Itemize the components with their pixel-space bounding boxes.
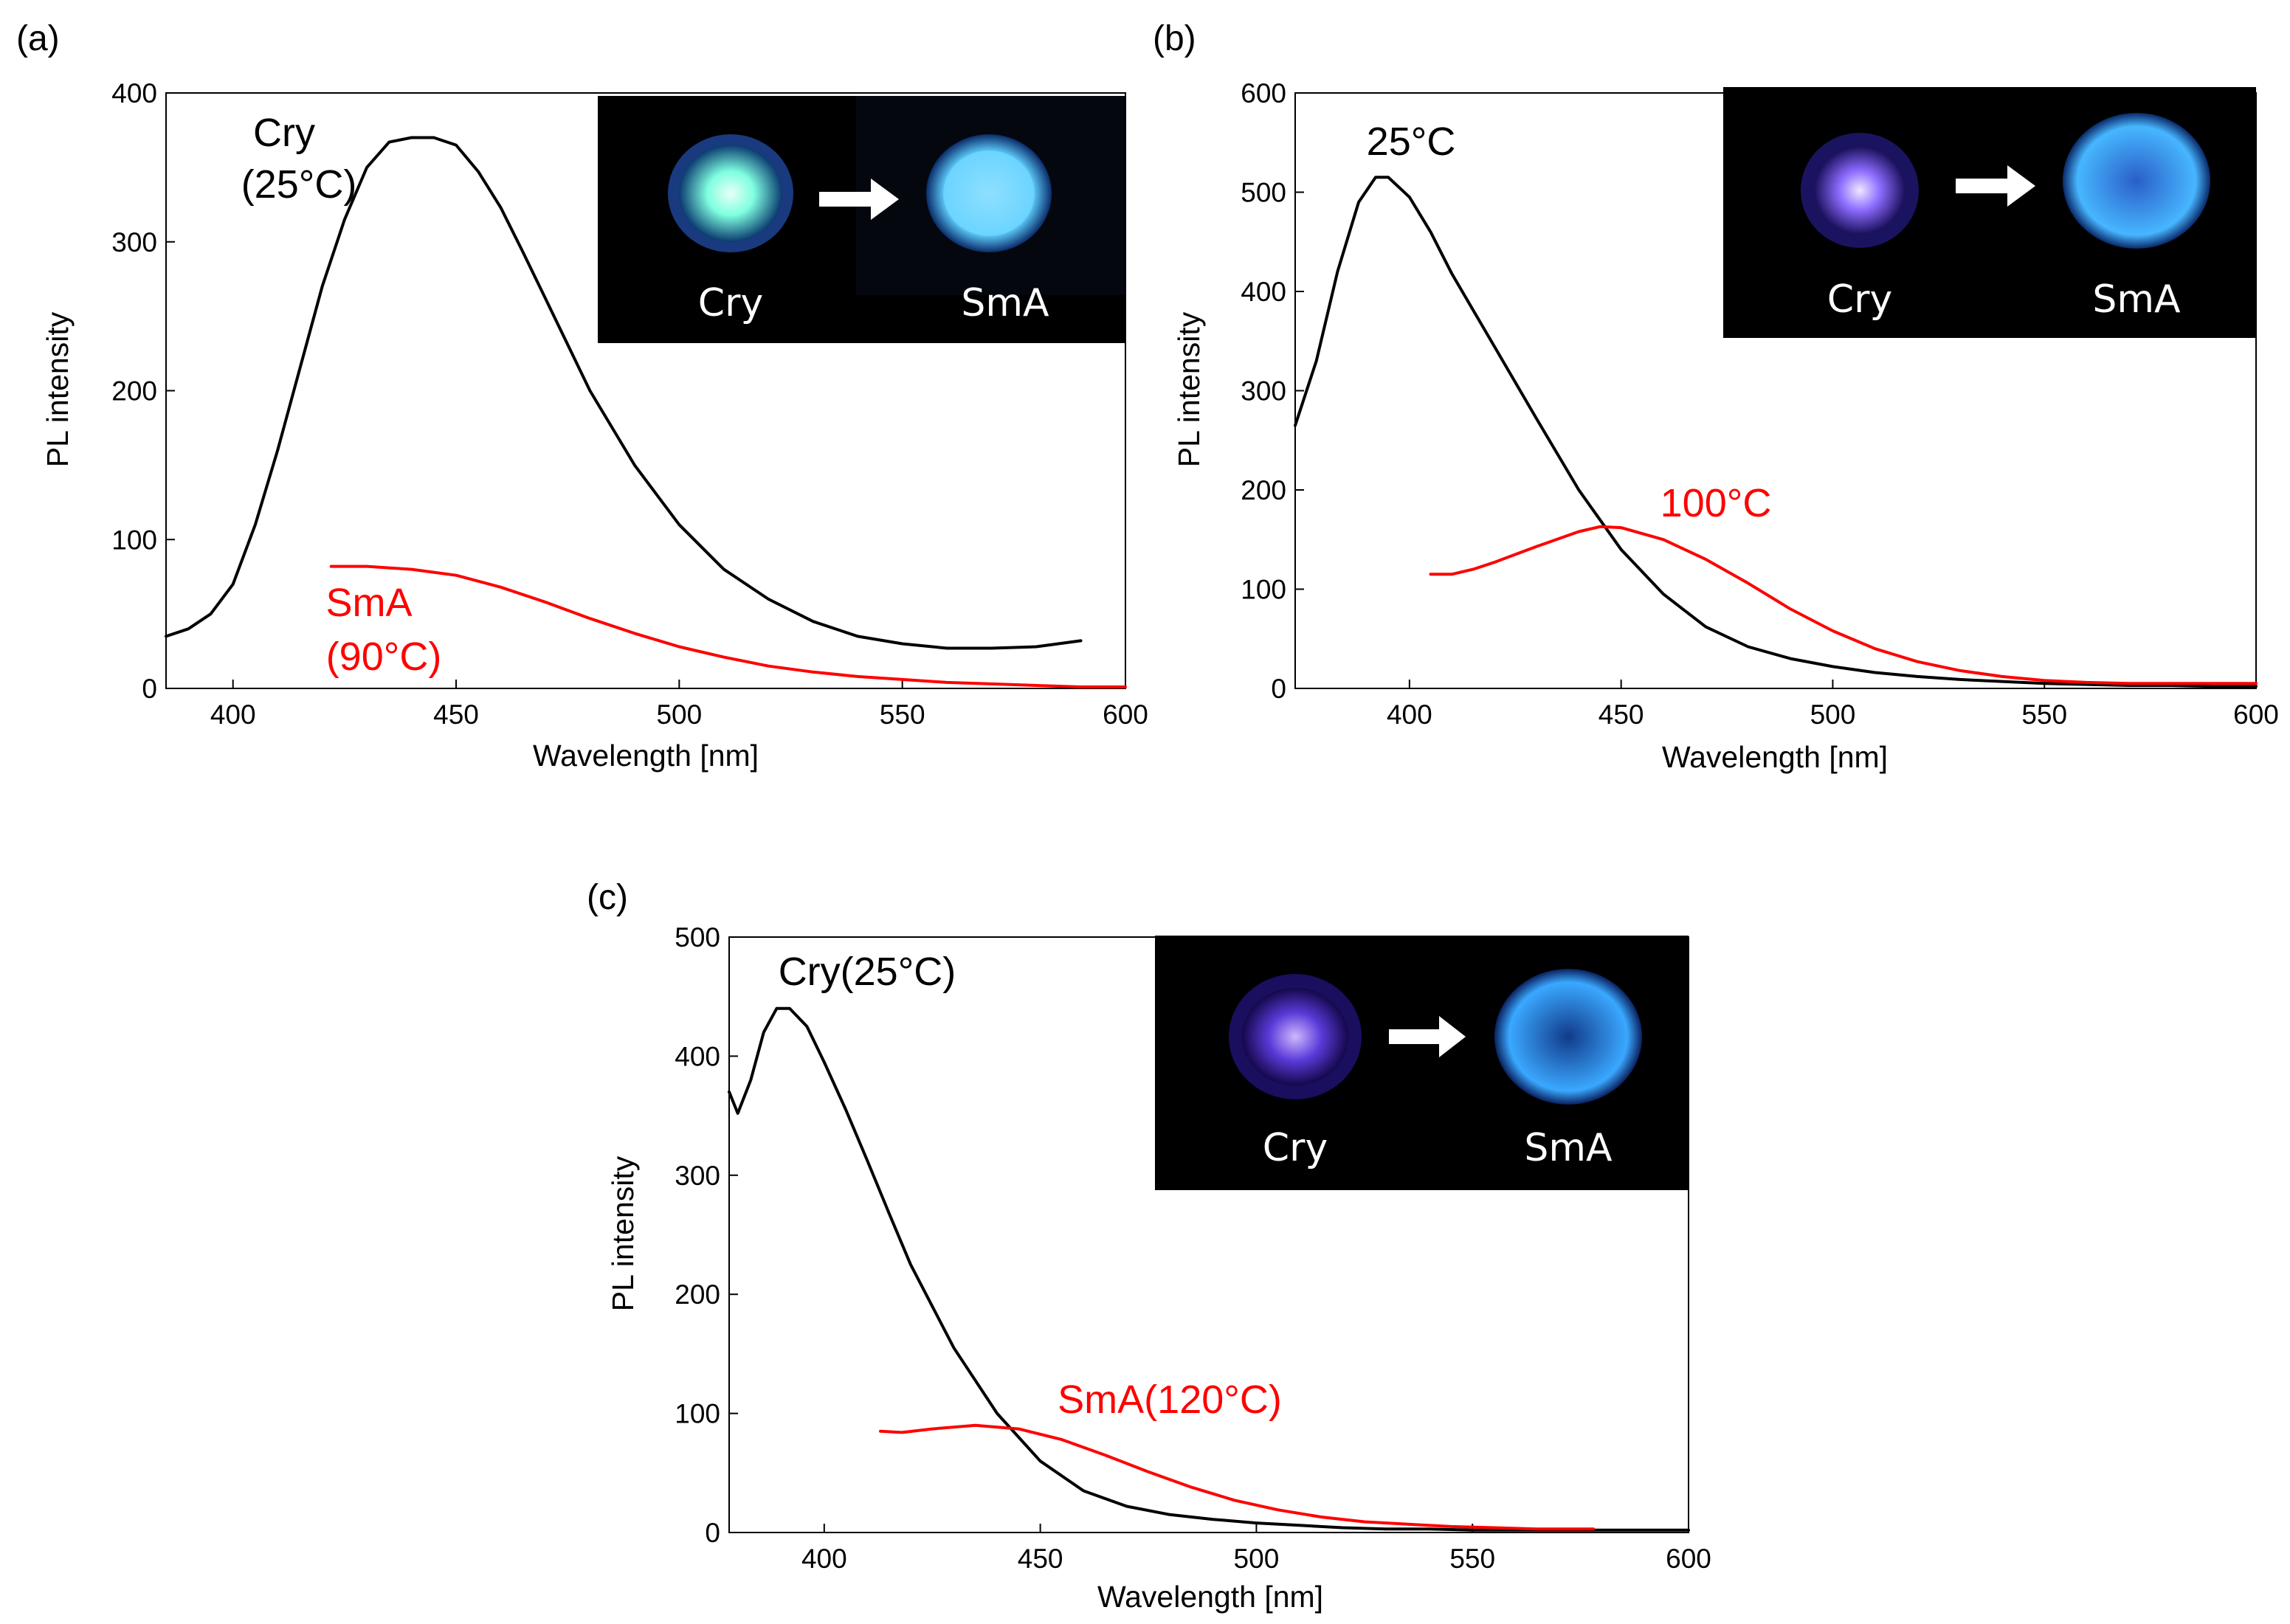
annotation-100c: 100°C xyxy=(1660,481,1772,525)
x-tick-label: 400 xyxy=(1387,699,1432,730)
x-tick-label: 600 xyxy=(1103,699,1148,730)
inset-label-cry: Cry xyxy=(1263,1126,1328,1170)
curves xyxy=(728,1006,1690,1532)
x-axis-title: Wavelength [nm] xyxy=(533,739,759,773)
x-tick-label: 600 xyxy=(2233,699,2279,730)
y-tick-label: 300 xyxy=(1241,376,1286,407)
y-tick-label: 500 xyxy=(675,922,720,953)
curves xyxy=(1294,176,2258,688)
dish-sma xyxy=(2063,113,2210,249)
x-axis-title: Wavelength [nm] xyxy=(1662,740,1888,774)
y-tick-label: 400 xyxy=(675,1041,720,1071)
y-tick-label: 0 xyxy=(705,1518,720,1548)
y-tick-label: 200 xyxy=(675,1279,720,1310)
panel-label-a: (a) xyxy=(16,19,60,58)
y-tick-label: 400 xyxy=(1241,277,1286,307)
dish-sma-glow xyxy=(943,151,1035,236)
annotation-25c: 25°C xyxy=(1367,120,1456,164)
x-tick-label: 450 xyxy=(1018,1544,1063,1574)
photo-inset: Cry SmA xyxy=(1723,87,2256,338)
inset-label-sma: SmA xyxy=(961,281,1049,325)
x-axis-title: Wavelength [nm] xyxy=(1097,1580,1323,1614)
y-tick-label: 100 xyxy=(1241,575,1286,605)
panel-c: (c) 400 450 500 550 600 0 100 200 300 400 500 Wave… xyxy=(587,878,1711,1614)
dish-sma xyxy=(1494,969,1642,1105)
y-tick-label: 500 xyxy=(1241,178,1286,208)
x-tick-label: 500 xyxy=(1234,1544,1280,1574)
axis-ticks: 400 450 500 550 600 0 100 200 300 400 500 600 xyxy=(1241,78,2279,730)
x-tick-label: 400 xyxy=(210,699,256,730)
y-tick-label: 0 xyxy=(142,674,157,704)
y-tick-label: 100 xyxy=(675,1399,720,1429)
x-tick-label: 550 xyxy=(2021,699,2067,730)
inset-label-sma: SmA xyxy=(1524,1126,1613,1170)
x-tick-label: 450 xyxy=(1598,699,1644,730)
series-line-red xyxy=(879,1423,1596,1531)
arrow-right-icon xyxy=(819,179,899,220)
y-tick-label: 100 xyxy=(111,525,157,555)
y-tick-label: 200 xyxy=(1241,475,1286,505)
inset-label-cry: Cry xyxy=(698,281,763,325)
dish-cry-glow xyxy=(679,145,782,242)
x-tick-label: 550 xyxy=(880,699,925,730)
y-tick-label: 200 xyxy=(111,376,157,407)
dish-cry-glow xyxy=(1814,146,1906,235)
x-tick-label: 400 xyxy=(801,1544,847,1574)
panel-label-b: (b) xyxy=(1153,19,1196,58)
annotation-cry-25c: Cry(25°C) xyxy=(779,950,956,994)
axis-ticks: 400 450 500 550 600 0 100 200 300 400 500 xyxy=(675,922,1711,1574)
series-line-black xyxy=(1294,176,2258,688)
y-tick-label: 0 xyxy=(1271,674,1286,704)
photo-inset: Cry SmA xyxy=(1155,936,1689,1190)
arrow-right-icon xyxy=(1956,165,2035,207)
curves xyxy=(165,136,1127,688)
y-axis-title: PL intensity xyxy=(606,1155,640,1311)
annotation-cry: Cry xyxy=(253,111,315,155)
series-line-red xyxy=(329,564,1127,688)
inset-label-cry: Cry xyxy=(1827,277,1892,322)
y-tick-label: 300 xyxy=(675,1161,720,1191)
x-tick-label: 500 xyxy=(1810,699,1856,730)
y-tick-label: 400 xyxy=(111,78,157,108)
panel-b: (b) 400 450 500 550 600 0 100 200 300 400 500 600 W… xyxy=(1153,19,2279,774)
arrow-right-icon xyxy=(1389,1016,1466,1057)
x-tick-label: 600 xyxy=(1666,1544,1711,1574)
series-line-red xyxy=(1429,525,2258,685)
annotation-cry-temp: (25°C) xyxy=(241,162,357,207)
y-tick-label: 600 xyxy=(1241,78,1286,108)
panel-label-c: (c) xyxy=(587,878,628,917)
series-line-black xyxy=(165,136,1083,650)
x-tick-label: 500 xyxy=(656,699,702,730)
y-axis-title: PL intensity xyxy=(1172,311,1206,467)
series-line-black xyxy=(728,1006,1690,1532)
annotation-sma: SmA xyxy=(325,581,412,625)
dish-cry-glow xyxy=(1242,988,1348,1085)
annotation-sma-temp: (90°C) xyxy=(326,635,442,679)
panel-a: (a) 400 450 500 550 600 0 100 200 300 400 Wavelen… xyxy=(16,19,1148,773)
y-axis-title: PL intensity xyxy=(41,311,75,467)
x-tick-label: 450 xyxy=(433,699,479,730)
y-tick-label: 300 xyxy=(111,227,157,258)
inset-label-sma: SmA xyxy=(2092,277,2181,322)
axis-ticks: 400 450 500 550 600 0 100 200 300 400 xyxy=(111,78,1148,730)
photo-inset: Cry SmA xyxy=(598,96,1125,343)
x-tick-label: 550 xyxy=(1449,1544,1495,1574)
annotation-sma-120c: SmA(120°C) xyxy=(1058,1378,1282,1422)
